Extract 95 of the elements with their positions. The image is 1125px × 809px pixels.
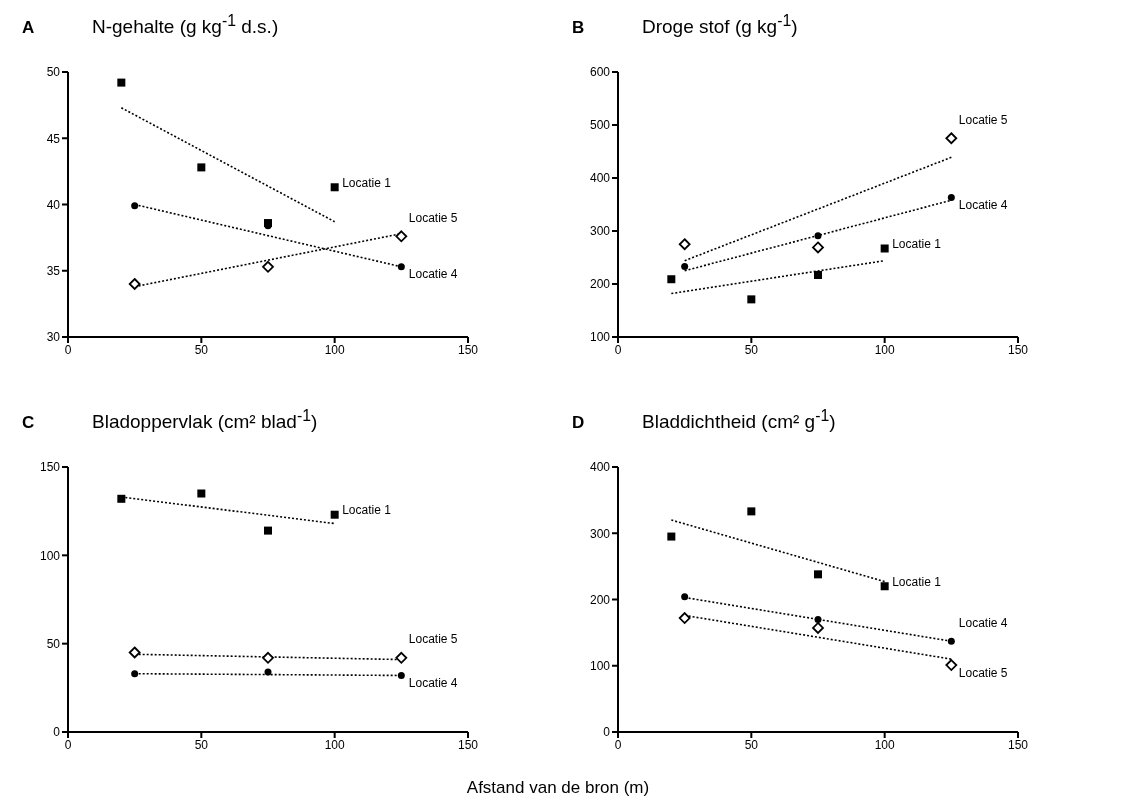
x-tick-label: 0 bbox=[614, 342, 622, 357]
point bbox=[330, 510, 339, 519]
y-tick-label: 150 bbox=[39, 460, 61, 475]
y-tick-label: 0 bbox=[53, 725, 61, 740]
point bbox=[128, 646, 141, 659]
point bbox=[262, 260, 274, 273]
y-tick-label: 50 bbox=[46, 636, 61, 651]
x-tick-label: 0 bbox=[64, 342, 72, 357]
y-tick-label: 30 bbox=[46, 330, 61, 345]
point bbox=[814, 270, 822, 279]
series-label: Locatie 4 bbox=[958, 615, 1008, 630]
x-tick-label: 50 bbox=[194, 342, 209, 357]
point bbox=[747, 295, 756, 304]
point bbox=[667, 275, 676, 284]
point bbox=[117, 78, 126, 87]
point bbox=[197, 163, 206, 172]
point bbox=[947, 637, 955, 645]
y-tick-label: 300 bbox=[589, 224, 611, 239]
point bbox=[395, 230, 408, 243]
series-label: Locatie 1 bbox=[342, 175, 392, 190]
point bbox=[812, 622, 824, 634]
y-tick-label: 35 bbox=[46, 264, 61, 279]
point bbox=[814, 570, 822, 579]
point bbox=[667, 532, 676, 541]
x-tick-label: 50 bbox=[744, 342, 759, 357]
x-tick-label: 100 bbox=[874, 737, 895, 752]
point bbox=[681, 263, 689, 271]
point bbox=[264, 668, 272, 676]
y-tick-label: 0 bbox=[603, 725, 611, 740]
x-tick-label: 100 bbox=[324, 342, 345, 357]
series-label: Locatie 5 bbox=[408, 632, 458, 647]
x-tick-label: 100 bbox=[324, 737, 345, 752]
series-label: Locatie 4 bbox=[958, 198, 1008, 213]
point bbox=[397, 263, 405, 271]
x-tick-label: 150 bbox=[457, 737, 479, 752]
point bbox=[880, 582, 889, 591]
text: D bbox=[571, 413, 586, 434]
x-tick-label: 150 bbox=[1007, 342, 1029, 357]
y-tick-label: 100 bbox=[589, 659, 611, 674]
x-tick-label: 50 bbox=[194, 737, 209, 752]
point bbox=[128, 278, 141, 290]
series-label: Locatie 4 bbox=[408, 267, 458, 282]
x-tick-label: 0 bbox=[64, 737, 72, 752]
y-tick-label: 200 bbox=[589, 592, 611, 607]
point bbox=[262, 651, 274, 664]
point bbox=[880, 244, 889, 253]
point bbox=[117, 494, 126, 503]
y-tick-label: 40 bbox=[46, 197, 61, 212]
x-axis-title: Afstand van de bron (m) bbox=[466, 778, 650, 798]
x-tick-label: 100 bbox=[874, 342, 895, 357]
point bbox=[945, 132, 958, 145]
y-tick-label: 100 bbox=[39, 548, 61, 563]
series-label: Locatie 1 bbox=[342, 503, 392, 518]
x-tick-label: 150 bbox=[1007, 737, 1029, 752]
y-tick-label: 45 bbox=[46, 131, 61, 146]
text: B bbox=[571, 18, 586, 39]
chart-title: Bladdichtheid (cm² g$^{-1}$) bbox=[642, 407, 836, 434]
point bbox=[395, 651, 408, 664]
x-tick-label: 150 bbox=[457, 342, 479, 357]
point bbox=[397, 671, 405, 679]
point bbox=[945, 659, 958, 671]
y-tick-label: 500 bbox=[589, 118, 611, 133]
series-label: Locatie 5 bbox=[958, 665, 1008, 680]
y-tick-label: 400 bbox=[589, 460, 611, 475]
chart-title: Droge stof (g kg$^{-1}$) bbox=[642, 12, 798, 39]
series-label: Locatie 5 bbox=[408, 210, 458, 225]
point bbox=[264, 526, 272, 535]
series-label: Locatie 5 bbox=[958, 112, 1008, 127]
chart-title: N-gehalte (g kg$^{-1}$ d.s.) bbox=[92, 12, 279, 39]
point bbox=[814, 232, 822, 240]
point bbox=[681, 593, 689, 601]
point bbox=[197, 489, 206, 498]
y-tick-label: 50 bbox=[46, 65, 61, 80]
series-label: Locatie 1 bbox=[892, 236, 942, 251]
series-label: Locatie 1 bbox=[892, 574, 942, 589]
point bbox=[947, 194, 955, 202]
point bbox=[330, 183, 339, 192]
y-tick-label: 300 bbox=[589, 526, 611, 541]
point bbox=[678, 612, 691, 624]
point bbox=[814, 615, 822, 623]
point bbox=[131, 670, 139, 678]
y-tick-label: 200 bbox=[589, 277, 611, 292]
y-tick-label: 400 bbox=[589, 171, 611, 186]
y-tick-label: 600 bbox=[589, 65, 611, 80]
x-tick-label: 0 bbox=[614, 737, 622, 752]
text: A bbox=[21, 18, 36, 39]
point bbox=[747, 507, 756, 516]
series-label: Locatie 4 bbox=[408, 675, 458, 690]
x-tick-label: 50 bbox=[744, 737, 759, 752]
point bbox=[131, 202, 139, 210]
point bbox=[678, 238, 691, 251]
text: C bbox=[21, 413, 36, 434]
y-tick-label: 100 bbox=[589, 330, 611, 345]
chart-title: Bladoppervlak (cm² blad$^{-1}$) bbox=[92, 407, 318, 434]
point bbox=[812, 241, 824, 254]
